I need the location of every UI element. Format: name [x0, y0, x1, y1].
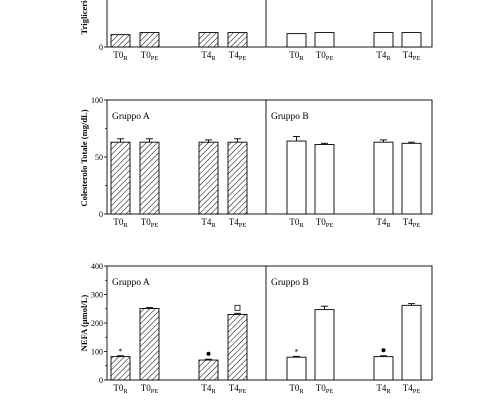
bar — [401, 304, 422, 381]
x-tick-subscript: PE — [413, 55, 421, 62]
x-tick-label: T4R — [201, 217, 216, 229]
x-tick-label: T4R — [201, 50, 216, 62]
bar — [227, 141, 248, 215]
bar — [110, 356, 131, 381]
x-tick-subscript: PE — [151, 388, 159, 395]
significance-dot — [206, 351, 211, 356]
bar — [373, 141, 394, 215]
y-axis-label: Colesterolo Totale (mg/dL) — [79, 109, 89, 206]
chart-panel-3: 0 100 200 300 400 NEFA (µmol/L) Gruppo A Gruppo… — [79, 262, 433, 395]
bar — [227, 32, 248, 48]
bar — [401, 142, 422, 215]
x-tick-subscript: PE — [239, 388, 247, 395]
x-tick-subscript: PE — [413, 222, 421, 229]
x-tick-subscript: R — [123, 222, 128, 229]
significance-square — [234, 304, 241, 311]
x-tick-subscript: PE — [326, 222, 334, 229]
bar — [373, 32, 394, 48]
x-tick-label: T4PE — [229, 217, 247, 229]
y-tick-label: 200 — [91, 319, 103, 328]
x-tick-label: T0R — [289, 50, 304, 62]
y-tick-label: 100 — [91, 348, 103, 357]
bar — [110, 141, 131, 215]
bar — [110, 34, 131, 48]
x-tick-subscript: R — [123, 55, 128, 62]
x-tick-label: T0PE — [316, 383, 334, 395]
x-tick-label: T0PE — [316, 50, 334, 62]
group-label: Gruppo B — [271, 278, 309, 288]
x-tick-label: T0R — [113, 383, 128, 395]
significance-dot — [381, 348, 386, 353]
x-tick-label: T4R — [376, 217, 391, 229]
significance-mark: * — [295, 347, 299, 356]
x-tick-subscript: R — [386, 55, 391, 62]
bar — [198, 32, 219, 48]
x-tick-subscript: PE — [326, 55, 334, 62]
x-tick-label: T0R — [289, 383, 304, 395]
bar — [286, 140, 307, 215]
chart-panel-1: 0 Trigliceridi T0R T0PE T4R T4PE T0R T0PE T4R T4P… — [79, 0, 433, 62]
x-tick-label: T4PE — [403, 50, 421, 62]
y-tick-label: 0 — [99, 210, 103, 219]
group-label: Gruppo A — [112, 112, 150, 122]
x-tick-subscript: PE — [413, 388, 421, 395]
x-tick-subscript: R — [299, 55, 304, 62]
bar — [139, 308, 160, 381]
bar — [314, 144, 335, 215]
x-tick-subscript: R — [299, 222, 304, 229]
x-tick-label: T0R — [113, 50, 128, 62]
bar — [401, 32, 422, 48]
x-tick-label: T4PE — [403, 217, 421, 229]
x-tick-label: T0R — [289, 217, 304, 229]
x-tick-subscript: R — [211, 222, 216, 229]
y-tick-label: 0 — [99, 43, 103, 52]
x-tick-subscript: PE — [326, 388, 334, 395]
group-label: Gruppo B — [271, 112, 309, 122]
x-tick-subscript: R — [299, 388, 304, 395]
x-tick-label: T4R — [376, 383, 391, 395]
x-tick-subscript: PE — [151, 55, 159, 62]
x-tick-label: T4PE — [229, 383, 247, 395]
x-tick-subscript: R — [123, 388, 128, 395]
x-tick-subscript: R — [211, 388, 216, 395]
y-tick-label: 100 — [91, 96, 103, 105]
x-tick-label: T4R — [376, 50, 391, 62]
bar — [198, 359, 219, 381]
bar — [286, 33, 307, 48]
x-tick-label: T4R — [201, 383, 216, 395]
x-tick-label: T0PE — [316, 217, 334, 229]
y-tick-label: 400 — [91, 262, 103, 271]
x-tick-subscript: PE — [239, 222, 247, 229]
bar — [314, 309, 335, 381]
x-tick-label: T0PE — [141, 383, 159, 395]
y-axis-label: NEFA (µmol/L) — [79, 295, 89, 352]
bar — [198, 141, 219, 215]
bar — [139, 32, 160, 48]
x-tick-label: T0PE — [141, 50, 159, 62]
plot-frame — [106, 0, 433, 48]
y-tick-label: 300 — [91, 291, 103, 300]
x-tick-label: T4PE — [403, 383, 421, 395]
significance-mark: * — [119, 347, 123, 356]
bar — [314, 32, 335, 48]
bar — [373, 356, 394, 381]
x-tick-subscript: R — [386, 222, 391, 229]
group-label: Gruppo A — [112, 278, 150, 288]
x-tick-subscript: PE — [239, 55, 247, 62]
x-tick-subscript: R — [211, 55, 216, 62]
y-tick-label: 0 — [99, 376, 103, 385]
bar — [227, 314, 248, 381]
x-tick-label: T0PE — [141, 217, 159, 229]
y-tick-label: 50 — [95, 153, 103, 162]
x-tick-label: T0R — [113, 217, 128, 229]
x-tick-subscript: PE — [151, 222, 159, 229]
bar — [286, 356, 307, 381]
bar — [139, 141, 160, 215]
y-axis-label: Trigliceridi — [79, 0, 89, 34]
x-tick-label: T4PE — [229, 50, 247, 62]
x-tick-subscript: R — [386, 388, 391, 395]
